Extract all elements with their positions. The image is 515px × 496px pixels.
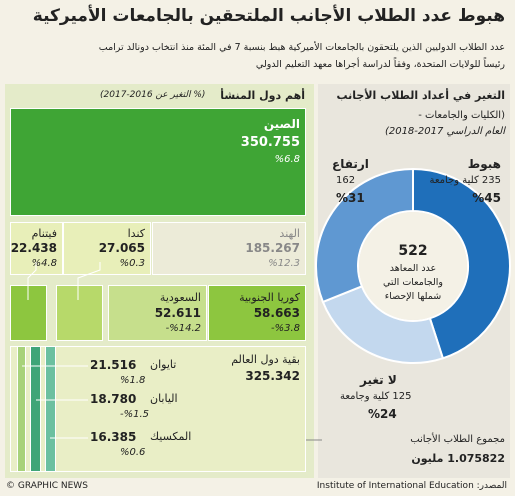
donut-subtitle: (الكليات والجامعات - (418, 110, 505, 121)
country-change: %12.3 (268, 258, 300, 269)
country-value: 21.516 (90, 358, 137, 372)
treemap-box: كوريا الجنوبية 58.663 %3.8- (208, 285, 306, 341)
treemap-box (17, 346, 26, 472)
country-change: %4.8 (31, 258, 57, 269)
treemap-box (56, 285, 103, 341)
donut-title: التغير في أعداد الطلاب الأجانب (336, 89, 505, 102)
segment-percent: %45 (472, 191, 501, 205)
treemap-subtitle: (% التغير عن 2016-2017) (100, 90, 206, 100)
country-name: كندا (127, 227, 145, 240)
country-value: 22.438 (10, 241, 57, 255)
treemap-box: السعودية 52.611 %14.2- (108, 285, 207, 341)
country-name: السعودية (159, 291, 201, 304)
donut-segment (315, 167, 414, 304)
country-name: الهند (279, 227, 300, 240)
title: هبوط عدد الطلاب الأجانب الملتحقين بالجام… (32, 6, 505, 26)
country-change: %1.8 (120, 375, 146, 386)
country-change: %6.8 (274, 154, 300, 165)
treemap-box: الهند 185.267 %12.3 (152, 222, 306, 275)
country-change: %0.6 (120, 447, 146, 458)
center-label: شملها الإحصاء (384, 291, 442, 302)
country-name: تايوان (150, 358, 177, 371)
treemap-box: الصين 350.755 %6.8 (10, 108, 306, 216)
country-change: %0.3 (119, 258, 145, 269)
country-value: 58.663 (253, 306, 300, 320)
segment-name: ارتفاع (332, 157, 369, 171)
treemap-box (45, 346, 56, 472)
subtitle: رئيساً للولايات المتحدة، وفقاً لدراسة أج… (255, 59, 505, 70)
country-name: اليابان (150, 392, 178, 405)
donut-segment (412, 167, 511, 360)
segment-value: 235 كلية وجامعة (429, 175, 501, 186)
donut-hole (359, 212, 467, 320)
segment-name: لا تغير (360, 373, 397, 387)
segment-value: 125 كلية وجامعة (340, 391, 412, 402)
segment-value: 162 (336, 175, 356, 186)
center-label: عدد المعاهد (389, 263, 437, 274)
center-value: 522 (398, 243, 428, 259)
connector (77, 262, 101, 300)
country-value: 185.267 (245, 241, 300, 255)
country-name: بقية دول العالم (231, 353, 300, 366)
country-value: 18.780 (90, 392, 137, 406)
country-name: فيتنام (31, 227, 57, 240)
treemap-box: بقية دول العالم 325.342 (10, 346, 306, 472)
treemap-box (30, 346, 41, 472)
center-label: والجامعات التي (383, 277, 443, 288)
segment-percent: %31 (336, 191, 365, 205)
total-label: مجموع الطلاب الأجانب (410, 434, 505, 445)
connector (27, 262, 37, 300)
country-value: 350.755 (240, 135, 300, 150)
country-value: 27.065 (98, 241, 145, 255)
source: المصدر: Institute of International Educa… (316, 481, 507, 491)
country-name: الصين (263, 117, 300, 131)
country-name: كوريا الجنوبية (239, 291, 300, 304)
credit: © GRAPHIC NEWS (6, 481, 88, 491)
segment-percent: %24 (368, 407, 397, 421)
country-value: 16.385 (90, 430, 137, 444)
segment-name: هبوط (467, 157, 501, 171)
country-change: %3.8- (270, 323, 300, 334)
treemap-box: كندا 27.065 %0.3 (63, 222, 151, 275)
total-value: 1.075822 مليون (411, 452, 505, 465)
country-value: 52.611 (154, 306, 201, 320)
country-change: %14.2- (165, 323, 201, 334)
treemap-title: أهم دول المنشأ (220, 89, 305, 102)
country-name: المكسيك (150, 430, 192, 443)
country-value: 325.342 (245, 369, 300, 383)
donut-subtitle: العام الدراسي 2017-2018) (384, 126, 505, 137)
subtitle: عدد الطلاب الدوليين الذين يلتحقون بالجام… (98, 42, 505, 53)
country-change: %1.5- (120, 409, 150, 420)
